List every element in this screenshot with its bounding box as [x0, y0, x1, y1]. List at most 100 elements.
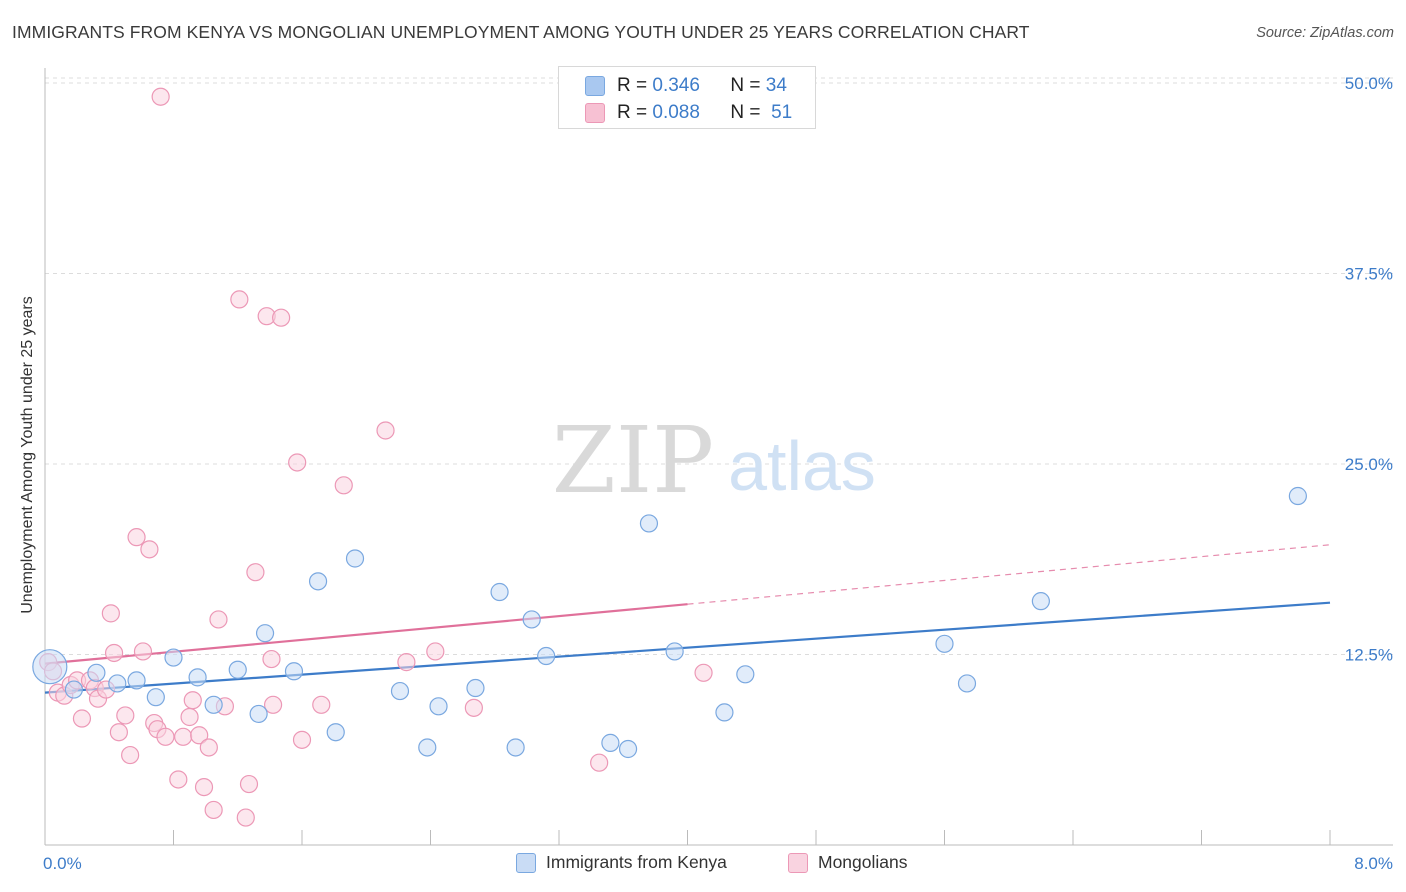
data-points: [32, 87, 1307, 827]
point-kenya: [601, 733, 620, 752]
point-mongolians: [190, 726, 209, 745]
axes: [44, 68, 1393, 846]
point-mongolians: [72, 709, 92, 728]
point-kenya: [466, 678, 485, 698]
point-mongolians: [169, 770, 188, 789]
point-kenya: [390, 681, 410, 701]
x-tick-label: 0.0%: [43, 854, 82, 873]
gridlines: [45, 77, 1393, 655]
kenya-swatch: [516, 852, 536, 873]
point-kenya: [1288, 486, 1307, 506]
point-mongolians: [180, 707, 199, 727]
point-kenya: [665, 642, 684, 661]
point-mongolians: [140, 540, 159, 559]
point-mongolians: [262, 649, 281, 669]
point-mongolians: [204, 800, 223, 820]
point-kenya: [249, 704, 268, 724]
point-kenya: [164, 648, 183, 667]
point-kenya: [284, 662, 304, 681]
point-kenya: [736, 665, 755, 684]
n-label: N =: [730, 75, 761, 96]
legend-item-mongolians[interactable]: Mongolians: [788, 852, 908, 873]
point-mongolians: [109, 723, 128, 742]
point-kenya: [618, 739, 638, 759]
point-mongolians: [133, 642, 153, 661]
point-kenya: [308, 572, 328, 591]
trend-line-mongolians-extension: [687, 544, 1331, 605]
watermark: ZIP atlas: [552, 407, 876, 514]
point-mongolians: [236, 808, 255, 827]
n-value: 51: [771, 102, 793, 123]
point-kenya: [127, 671, 146, 690]
point-mongolians: [464, 698, 483, 717]
point-mongolians: [104, 643, 124, 663]
point-mongolians: [272, 308, 291, 327]
point-kenya: [639, 514, 659, 533]
point-kenya: [506, 738, 525, 757]
point-kenya: [429, 697, 448, 716]
point-mongolians: [121, 745, 140, 765]
point-mongolians: [246, 563, 265, 582]
y-tick-label: 50.0%: [1345, 74, 1393, 93]
point-mongolians: [334, 476, 353, 495]
mongolians-swatch: [788, 852, 808, 873]
r-label: R =: [617, 102, 648, 123]
point-mongolians: [116, 706, 135, 725]
point-kenya: [326, 723, 345, 742]
point-kenya: [715, 703, 734, 722]
chart-title: IMMIGRANTS FROM KENYA VS MONGOLIAN UNEMP…: [12, 22, 1030, 42]
r-label: R =: [617, 75, 648, 96]
point-kenya: [32, 649, 68, 685]
point-kenya: [146, 688, 165, 707]
point-mongolians: [376, 421, 395, 440]
trend-line-mongolians: [44, 603, 688, 665]
point-kenya: [418, 738, 437, 757]
point-kenya: [255, 624, 275, 643]
mongolians-swatch: [585, 103, 605, 123]
point-mongolians: [263, 695, 283, 714]
point-kenya: [1031, 592, 1050, 611]
stats-row-mongolians: R = 0.088 N = 51: [585, 100, 792, 126]
y-tick-label: 12.5%: [1345, 646, 1393, 665]
point-kenya: [957, 674, 977, 693]
trend-line-kenya: [44, 601, 1331, 694]
point-mongolians: [230, 290, 249, 309]
legend-item-kenya[interactable]: Immigrants from Kenya: [516, 852, 727, 873]
x-tick-label: 8.0%: [1354, 854, 1393, 873]
r-value: 0.346: [652, 75, 700, 96]
point-kenya: [64, 680, 84, 699]
point-mongolians: [397, 653, 416, 672]
point-kenya: [490, 582, 509, 602]
point-kenya: [188, 668, 207, 687]
point-kenya: [228, 660, 247, 679]
point-mongolians: [151, 87, 170, 106]
point-mongolians: [694, 663, 713, 682]
point-kenya: [522, 610, 541, 629]
trend-lines: [44, 544, 1331, 694]
n-value: 34: [765, 75, 787, 96]
point-mongolians: [426, 642, 445, 661]
point-kenya: [87, 663, 106, 682]
legend-label-mongolians: Mongolians: [818, 852, 908, 872]
point-mongolians: [101, 604, 120, 623]
point-mongolians: [194, 777, 214, 797]
stats-row-kenya: R = 0.346 N = 34: [585, 73, 787, 99]
point-mongolians: [174, 727, 193, 746]
kenya-swatch: [585, 76, 605, 96]
legend-label-kenya: Immigrants from Kenya: [546, 852, 727, 872]
point-mongolians: [127, 528, 146, 547]
point-mongolians: [209, 610, 228, 629]
point-kenya: [537, 646, 556, 666]
point-mongolians: [590, 753, 609, 772]
point-mongolians: [239, 774, 259, 794]
point-mongolians: [183, 691, 202, 710]
n-label: N =: [730, 102, 761, 123]
point-kenya: [935, 634, 954, 653]
point-kenya: [204, 695, 223, 714]
point-kenya: [108, 674, 127, 693]
point-mongolians: [288, 453, 307, 472]
y-tick-label: 25.0%: [1345, 455, 1393, 474]
point-mongolians: [292, 730, 312, 749]
point-kenya: [345, 549, 365, 568]
